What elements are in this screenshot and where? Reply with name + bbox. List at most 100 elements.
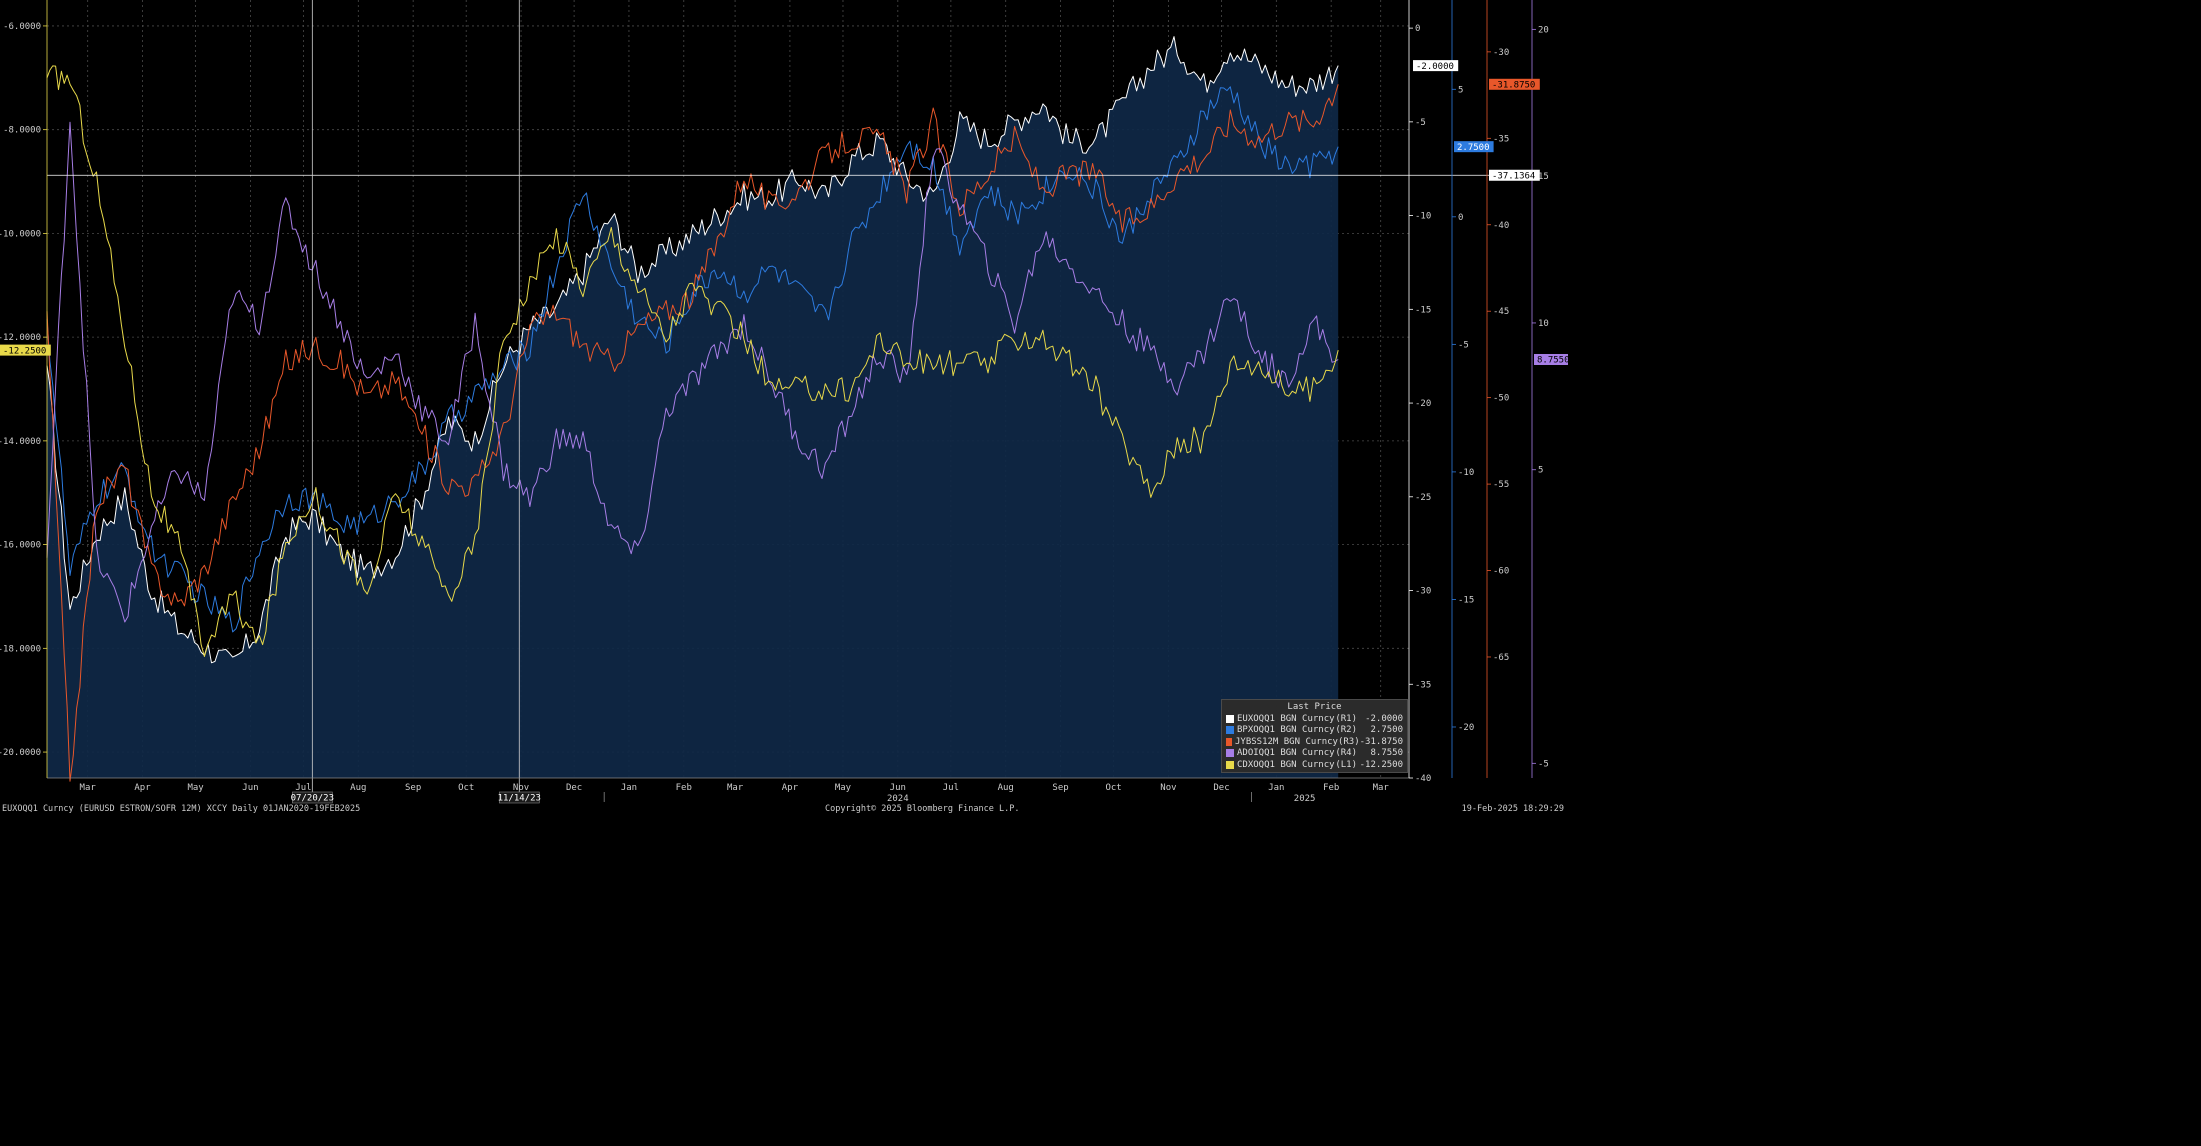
last-value-tag [0,344,51,356]
year-label: 2024 [887,794,909,804]
right-axis-tick-label: -35 [1415,680,1431,690]
right-axis-tick-label: -25 [1415,493,1431,503]
vertical-marker-box [292,791,333,804]
axes: Mar Apr May Jun Jul Aug Sep Oct Nov Dec Jan Feb Mar A… [0,0,1549,804]
series-line-2 [46,84,1339,782]
legend-swatch [1226,760,1234,769]
last-value-tag [1534,353,1568,365]
legend: Last Price EUXOQQ1 BGN Curncy (R1) -2.0000… [1221,699,1408,773]
x-tick-label: Mar [1373,783,1390,793]
x-tick-label: May [187,783,204,793]
last-value-tags: -2.0000 2.7500 -31.8750 -37.1364 8.7550 -12.2… [0,60,1568,366]
legend-value: -12.2500 [1359,759,1403,770]
legend-swatch [1226,714,1234,723]
right-axis-tick-label: -5 [1458,340,1469,350]
x-tick-label: Oct [458,783,474,793]
year-label: 2025 [1294,794,1316,804]
vertical-marker-label: 07/20/23 [291,794,334,804]
legend-row: EUXOQQ1 BGN Curncy (R1) -2.0000 [1226,713,1403,725]
right-axis-tick-label: -15 [1458,595,1474,605]
left-axis-tick-label: -10.0000 [0,229,41,239]
x-tick-label: Jul [943,783,959,793]
series-area-0 [47,36,1339,779]
right-axis-tick-label: -5 [1538,759,1549,769]
right-axis-tick-label: 15 [1538,172,1549,182]
right-axis-tick-label: -40 [1415,774,1431,784]
legend-value: -2.0000 [1365,713,1403,724]
last-value-tag-text: -31.8750 [1492,80,1535,90]
x-tick-label: Jul [295,783,311,793]
last-value-tag-text: -2.0000 [1416,62,1454,72]
legend-axis: (R2) [1335,725,1357,736]
left-axis-tick-label: -20.0000 [0,748,41,758]
legend-row: ADOIQQ1 BGN Curncy (R4) 8.7550 [1226,748,1403,760]
last-value-tag-text: 2.7500 [1457,143,1490,153]
series-line-0 [46,36,1339,664]
right-axis-tick-label: 0 [1458,213,1463,223]
x-tick-label: Nov [1160,783,1176,793]
last-value-tag [1489,169,1540,181]
last-value-tag [1454,141,1494,153]
x-tick-label: Aug [998,783,1014,793]
x-tick-label: Oct [1105,783,1121,793]
footer: EUXOQQ1 Curncy (EURUSD ESTRON/SOFR 12M) … [0,804,1568,816]
area-fill [47,36,1339,779]
right-axis-tick-label: -45 [1493,307,1509,317]
x-tick-label: Jun [242,783,258,793]
footer-security-description: EUXOQQ1 Curncy (EURUSD ESTRON/SOFR 12M) … [2,804,361,814]
x-tick-label: Jan [621,783,637,793]
right-axis-tick-label: -20 [1415,399,1431,409]
right-axis-tick-label: -35 [1493,134,1509,144]
legend-axis: (L1) [1335,759,1357,770]
right-axis-tick-label: -5 [1415,118,1426,128]
legend-series-name: CDXOQQ1 BGN Curncy [1237,759,1335,770]
legend-axis: (R1) [1335,713,1357,724]
legend-swatch [1226,749,1234,758]
right-axis-tick-label: -55 [1493,480,1509,490]
x-tick-label: Mar [80,783,97,793]
x-tick-label: Dec [566,783,582,793]
x-tick-label: Apr [782,783,799,793]
left-axis-tick-label: -6.0000 [3,22,41,32]
right-axis-tick-label: -15 [1415,305,1431,315]
legend-value: 8.7550 [1370,748,1403,759]
right-axis-tick-label: 5 [1458,85,1463,95]
right-axis-tick-label: -60 [1493,567,1509,577]
right-axis-tick-label: -10 [1415,212,1431,222]
right-axis-tick-label: 5 [1538,466,1543,476]
legend-axis: (R4) [1335,748,1357,759]
right-axis-tick-label: 0 [1415,24,1420,34]
last-value-tag-text: -12.2500 [3,346,46,356]
chart: 07/20/23 11/14/23 Mar Apr May Jun Jul Aug Sep Oc… [0,0,1568,804]
left-axis-tick-label: -14.0000 [0,437,41,447]
legend-row: BPXOQQ1 BGN Curncy (R2) 2.7500 [1226,725,1403,737]
x-tick-label: Feb [676,783,692,793]
x-tick-label: May [835,783,852,793]
right-axis-tick-label: -30 [1493,48,1509,58]
series-line-3 [46,121,1339,623]
left-axis-tick-label: -12.0000 [0,333,41,343]
last-value-tag-text: 8.7550 [1537,356,1568,366]
series-line-4 [46,65,1339,657]
legend-swatch [1226,737,1232,746]
legend-series-name: BPXOQQ1 BGN Curncy [1237,725,1335,736]
x-tick-label: Jun [890,783,906,793]
legend-swatch [1226,726,1234,735]
x-tick-label: Aug [350,783,366,793]
footer-copyright: Copyright© 2025 Bloomberg Finance L.P. [825,804,1020,814]
series-lines [46,36,1339,782]
legend-value: 2.7500 [1370,725,1403,736]
x-tick-label: Dec [1213,783,1229,793]
last-value-tag [1489,78,1540,90]
vertical-marker-label: 11/14/23 [498,794,541,804]
left-axis-tick-label: -16.0000 [0,541,41,551]
right-axis-tick-label: -30 [1415,587,1431,597]
right-axis-tick-label: -65 [1493,653,1509,663]
last-value-tag [1413,60,1459,72]
legend-series-name: ADOIQQ1 BGN Curncy [1237,748,1335,759]
x-tick-label: Sep [1052,783,1068,793]
x-tick-label: Apr [134,783,151,793]
legend-axis: (R3) [1337,736,1360,747]
left-axis-tick-label: -8.0000 [3,126,41,136]
right-axis-tick-label: 10 [1538,319,1549,329]
